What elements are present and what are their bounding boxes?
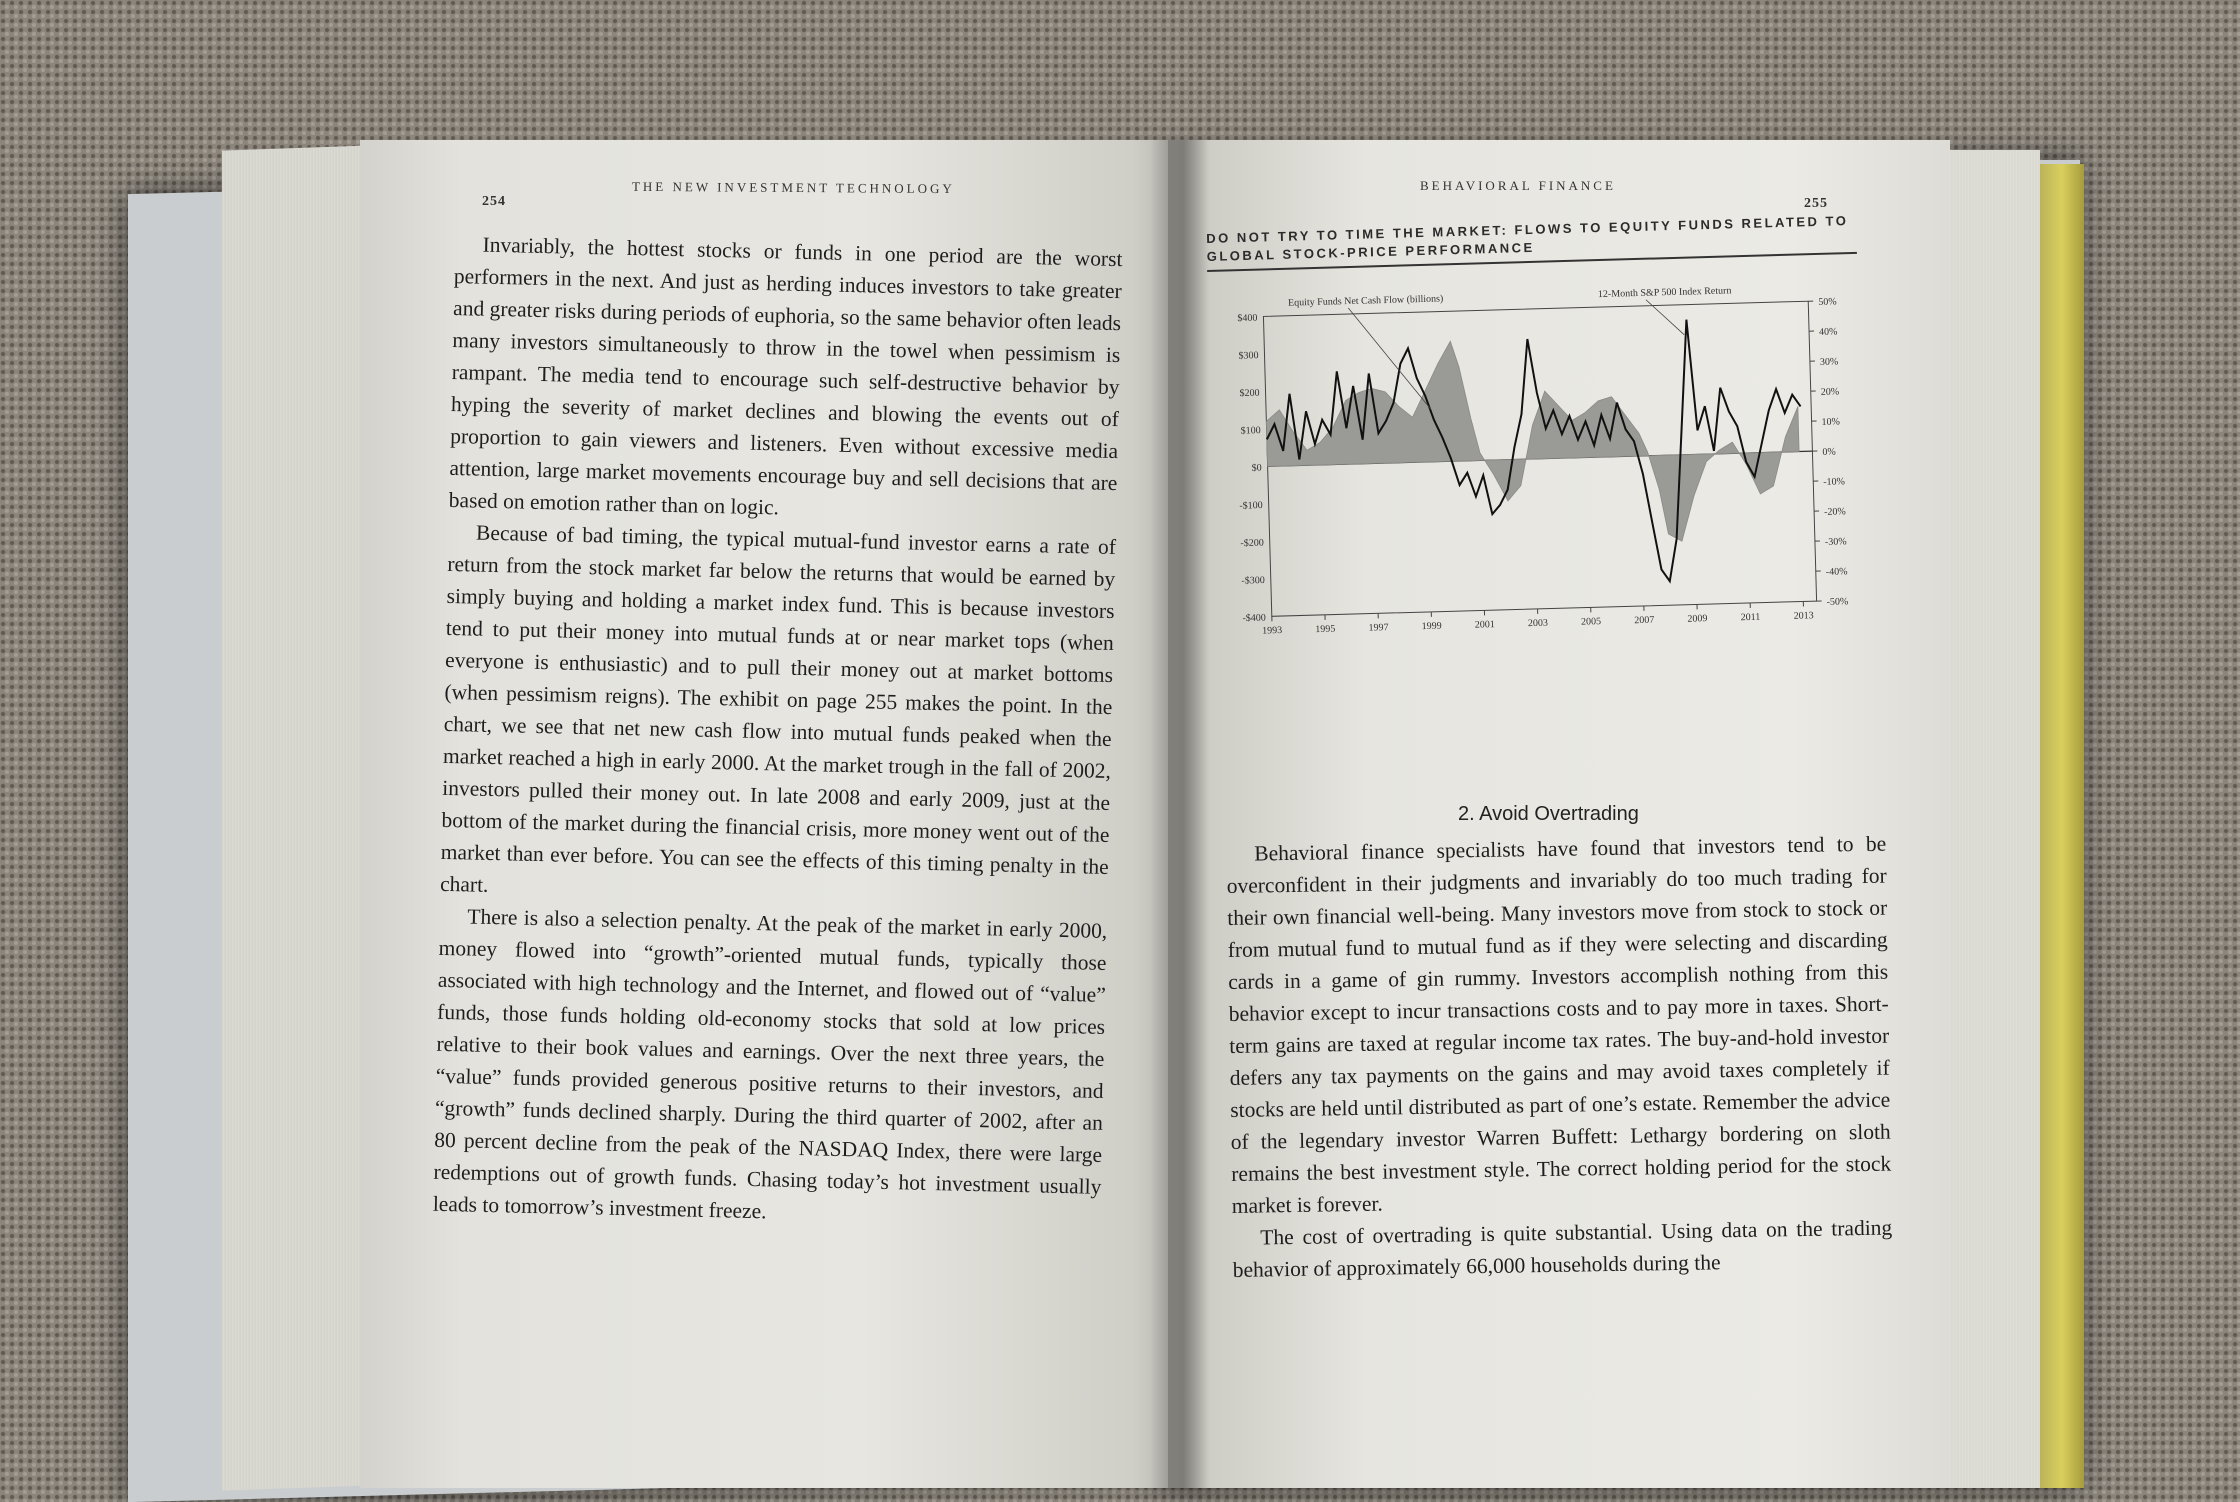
flows-chart: $400 $300 $200 $100 $0 -$100 -$200 -$300 -$400 50… [1207,259,1908,678]
y-right-tick-label: -50% [1826,596,1848,608]
y-right-tick-label: -40% [1826,566,1848,578]
y-left-tick-label: -$400 [1242,612,1266,624]
x-tick-label: 2009 [1687,613,1707,625]
x-tick-label: 1993 [1262,625,1282,637]
y-right-tick-label: 20% [1821,386,1840,398]
x-tick-label: 2003 [1528,618,1548,630]
left-running-head: THE NEW INVESTMENT TECHNOLOGY [632,179,955,197]
paragraph: Because of bad timing, the typical mutua… [440,516,1117,915]
y-left-tick-label: $300 [1238,350,1258,362]
y-right-tick-label: -20% [1824,506,1846,518]
x-tick-label: 1997 [1368,622,1388,634]
y-left-tick-label: -$200 [1240,538,1264,550]
y-right-tick-label: 50% [1818,296,1837,308]
annotation-leader [1646,299,1684,336]
y-right-tick-label: 10% [1821,416,1840,428]
left-body-text: Invariably, the hottest stocks or funds … [432,228,1122,1235]
annotation-sp500-return: 12-Month S&P 500 Index Return [1598,285,1732,300]
left-page-number: 254 [482,194,506,210]
paragraph: Invariably, the hottest stocks or funds … [448,228,1122,531]
x-tick-label: 2011 [1741,612,1761,624]
y-right-tick-label: -10% [1823,476,1845,488]
page-block-left [222,145,372,1490]
book-gutter [1150,140,1210,1488]
book-cover-edge [2040,164,2084,1488]
y-left-tick-label: $0 [1252,463,1262,474]
annotation-net-cash-flow: Equity Funds Net Cash Flow (billions) [1288,293,1444,308]
page-block-right [1940,150,2040,1488]
paragraph: The cost of overtrading is quite substan… [1232,1212,1893,1286]
paragraph: There is also a selection penalty. At th… [432,900,1107,1235]
right-running-head: BEHAVIORAL FINANCE [1420,178,1616,194]
y-left-tick-label: $400 [1237,313,1257,325]
y-left-tick-label: -$300 [1241,575,1265,587]
x-tick-label: 2013 [1794,610,1814,622]
left-page: 254 THE NEW INVESTMENT TECHNOLOGY Invari… [360,140,1200,1488]
right-page-number: 255 [1804,196,1828,212]
right-page: BEHAVIORAL FINANCE 255 DO NOT TRY TO TIM… [1168,140,1950,1488]
x-tick-label: 1995 [1315,624,1335,636]
y-right-tick-label: 0% [1822,447,1836,458]
y-right-tick-label: -30% [1825,536,1847,548]
x-tick-label: 1999 [1422,621,1442,633]
y-right-tick-label: 40% [1819,326,1838,338]
right-body-text: Behavioral finance specialists have foun… [1226,828,1893,1286]
exhibit: DO NOT TRY TO TIME THE MARKET: FLOWS TO … [1206,211,1908,678]
y-left-tick-label: -$100 [1239,500,1263,512]
section-heading: 2. Avoid Overtrading [1458,803,1639,826]
y-right-tick-label: 30% [1820,356,1839,368]
x-tick-label: 2005 [1581,616,1601,628]
paragraph: Behavioral finance specialists have foun… [1226,828,1892,1222]
y-left-tick-label: $200 [1239,388,1259,400]
y-left-tick-label: $100 [1240,425,1260,437]
x-tick-label: 2007 [1634,615,1654,627]
x-tick-label: 2001 [1475,619,1495,631]
